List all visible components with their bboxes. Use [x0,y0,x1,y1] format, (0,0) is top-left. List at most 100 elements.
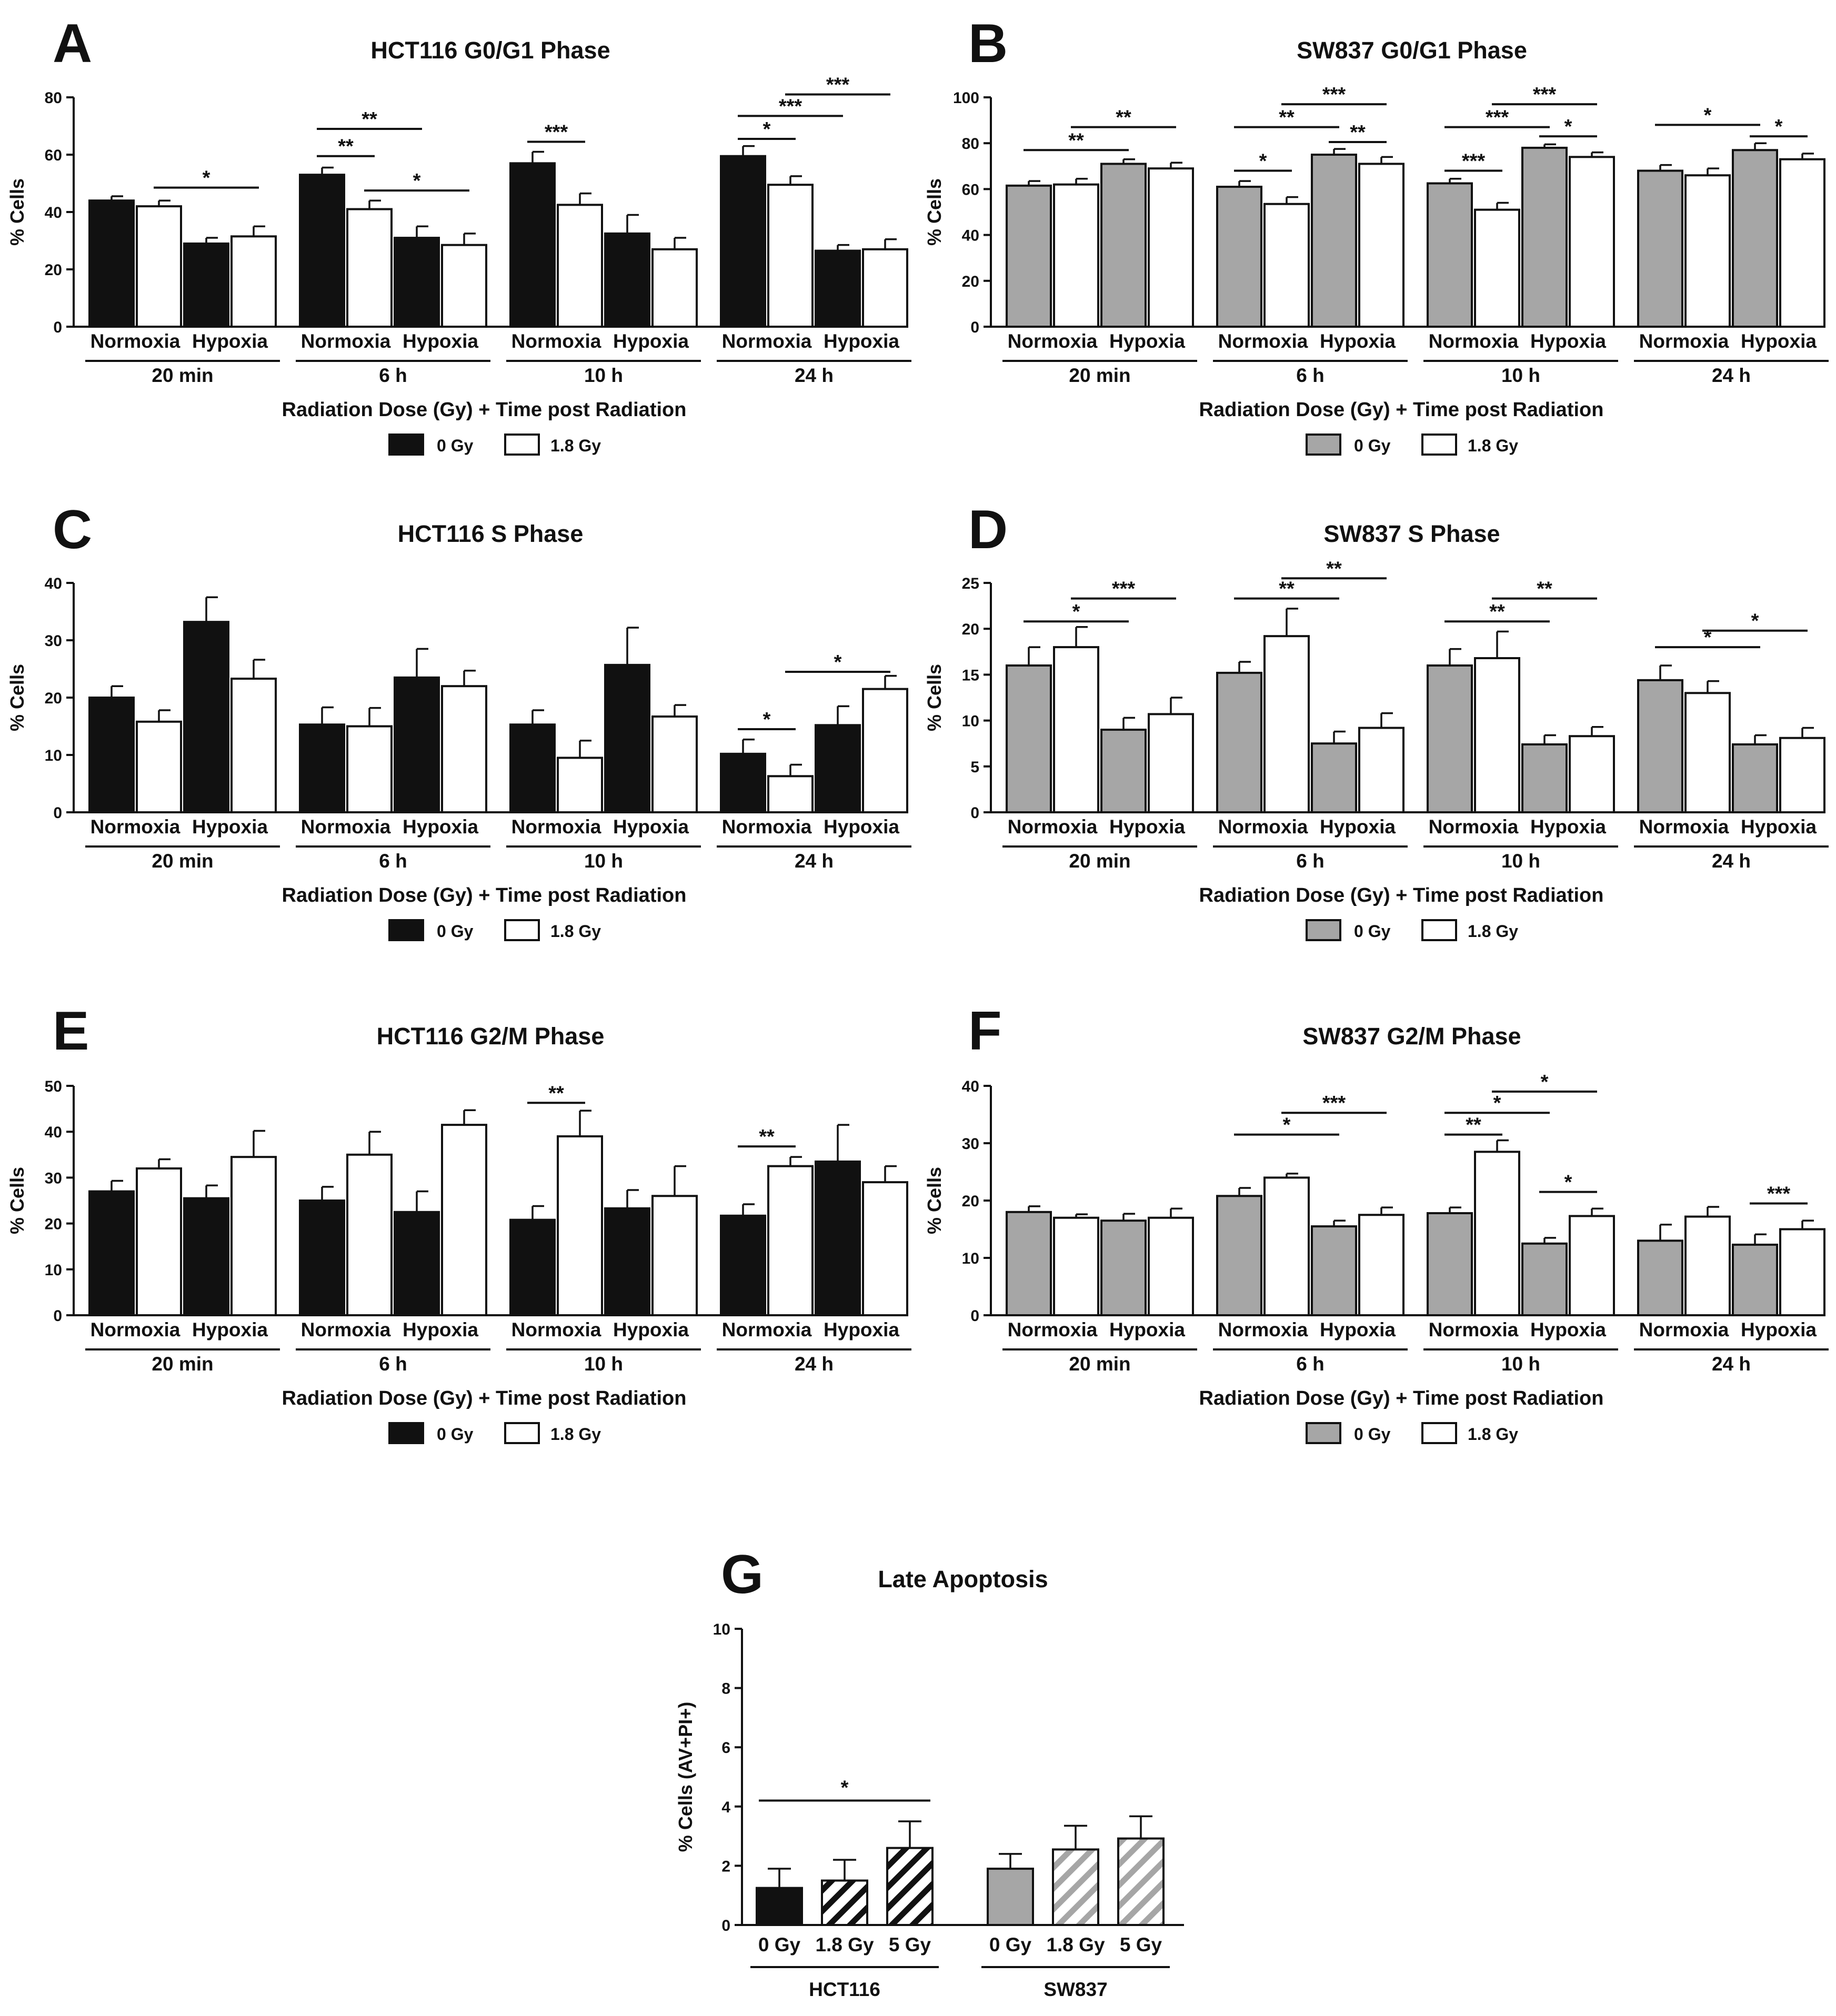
y-tick-label: 40 [962,227,979,245]
x-axis-label: Radiation Dose (Gy) + Time post Radiatio… [282,1387,687,1409]
chart-panel-f: F SW837 G2/M Phase 0 10 20 30 40 % Cells Normoxi… [924,1001,1829,1444]
bar [299,1199,345,1316]
bar [1100,1219,1147,1316]
y-tick-label: 0 [970,319,979,336]
bar [1779,737,1825,813]
bar [1684,174,1731,328]
category-label-hypoxia: Hypoxia [1530,330,1606,352]
significance-label: ** [548,1082,564,1104]
chart-title: SW837 G0/G1 Phase [1297,37,1527,64]
legend-label-0gy: 0 Gy [1354,1425,1391,1444]
bar [821,1879,868,1927]
significance-label: * [763,709,771,731]
significance-label: *** [1486,107,1509,129]
significance-label: * [1072,601,1080,623]
chart-panel-d: D SW837 S Phase 0 5 10 15 20 25 % Cells Normoxia H… [924,499,1829,941]
bar [720,155,766,328]
chart-panel-g: G Late Apoptosis 0 2 4 6 8 10 % Cells (AV+PI+) 0 … [675,1544,1184,2000]
legend-swatch-0gy [1306,434,1341,456]
y-tick-label: 60 [45,147,62,164]
bar [1006,184,1052,328]
category-label-hypoxia: Hypoxia [1741,330,1817,352]
category-label-normoxia: Normoxia [91,816,180,838]
significance-label: ** [338,136,354,158]
significance-label: *** [1322,84,1346,106]
y-tick-label: 80 [962,135,979,153]
significance-label: *** [1533,84,1557,106]
category-label-normoxia: Normoxia [1008,816,1098,838]
legend-label-1-8gy: 1.8 Gy [550,436,601,455]
bar [987,1868,1034,1927]
legend-label-0gy: 0 Gy [1354,436,1391,455]
significance-label: * [763,118,771,140]
category-label-normoxia: Normoxia [1429,816,1519,838]
y-axis-label: % Cells [924,178,945,246]
bar [1263,1176,1310,1316]
group-label: 10 h [584,365,623,386]
y-tick-label: 50 [45,1078,62,1095]
significance-label: ** [1068,129,1084,152]
legend-swatch-0gy [1306,1422,1341,1444]
bar [767,775,814,813]
group-label: 20 min [152,1353,213,1375]
chart-title: HCT116 G2/M Phase [377,1023,605,1050]
bar [1053,646,1099,813]
bar [136,205,182,328]
category-label-normoxia: Normoxia [722,330,812,352]
category-label-hypoxia: Hypoxia [192,330,268,352]
y-tick-label: 15 [962,667,979,684]
category-label-hypoxia: Hypoxia [824,1319,899,1340]
group-label: 6 h [1296,365,1324,386]
bar [862,1181,908,1317]
bar [1474,657,1520,814]
bar [557,204,603,328]
y-tick-label: 20 [45,690,62,707]
dose-label: 5 Gy [889,1934,931,1955]
category-label-normoxia: Normoxia [511,1319,601,1340]
group-label: 20 min [1069,850,1130,872]
x-axis-label: Radiation Dose (Gy) + Time post Radiatio… [1199,884,1604,906]
y-tick-label: 100 [953,89,979,107]
category-label-hypoxia: Hypoxia [1530,1319,1606,1340]
y-tick-label: 0 [53,1307,62,1325]
bar [1117,1837,1165,1926]
category-label-hypoxia: Hypoxia [1109,816,1185,838]
bar [230,235,277,328]
dose-label: 1.8 Gy [1046,1934,1105,1955]
category-label-normoxia: Normoxia [301,1319,391,1340]
y-tick-label: 10 [713,1621,730,1638]
category-label-normoxia: Normoxia [1008,1319,1098,1340]
bar [815,1160,861,1316]
category-label-normoxia: Normoxia [1008,330,1098,352]
y-tick-label: 0 [53,319,62,336]
y-tick-label: 60 [962,181,979,198]
bar [1427,182,1473,328]
bar [1427,664,1473,813]
legend-swatch-1-8gy [1421,434,1457,456]
y-tick-label: 20 [45,1216,62,1233]
significance-label: * [1283,1114,1291,1136]
category-label-normoxia: Normoxia [511,816,601,838]
bar [183,242,229,328]
panel-letter: G [721,1544,764,1605]
bar [1684,1215,1731,1317]
panel-letter: A [53,13,92,74]
significance-label: *** [1112,578,1136,600]
y-axis-label: % Cells [6,1167,28,1234]
significance-label: * [1259,150,1267,173]
bar [299,174,345,328]
significance-label: ** [1537,578,1552,600]
bar [1684,692,1731,814]
category-label-hypoxia: Hypoxia [192,1319,268,1340]
legend-label-0gy: 0 Gy [437,1425,474,1444]
panel-letter: E [53,1001,89,1062]
legend-swatch-1-8gy [1421,919,1457,941]
chart-title: Late Apoptosis [878,1566,1048,1592]
y-tick-label: 5 [970,759,979,776]
significance-label: ** [362,108,377,130]
y-tick-label: 0 [721,1917,730,1934]
y-tick-label: 30 [962,1135,979,1153]
y-tick-label: 30 [45,1170,62,1187]
significance-label: * [1775,116,1783,138]
significance-label: ** [1489,601,1505,623]
